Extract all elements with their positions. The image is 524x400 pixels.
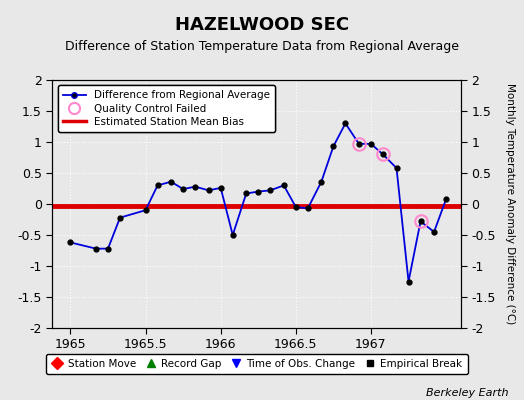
Difference from Regional Average — [443, 197, 449, 202]
Quality Control Failed — [418, 219, 424, 224]
Difference from Regional Average — [293, 205, 299, 210]
Text: HAZELWOOD SEC: HAZELWOOD SEC — [175, 16, 349, 34]
Difference from Regional Average — [394, 166, 400, 170]
Text: Berkeley Earth: Berkeley Earth — [426, 388, 508, 398]
Difference from Regional Average — [168, 179, 174, 184]
Difference from Regional Average — [418, 219, 424, 224]
Difference from Regional Average — [217, 186, 224, 190]
Difference from Regional Average — [406, 279, 412, 284]
Difference from Regional Average — [342, 121, 348, 126]
Quality Control Failed — [380, 152, 386, 157]
Difference from Regional Average — [330, 144, 336, 149]
Difference from Regional Average — [368, 142, 374, 146]
Difference from Regional Average — [155, 183, 161, 188]
Difference from Regional Average — [230, 232, 236, 237]
Text: Difference of Station Temperature Data from Regional Average: Difference of Station Temperature Data f… — [65, 40, 459, 53]
Y-axis label: Monthly Temperature Anomaly Difference (°C): Monthly Temperature Anomaly Difference (… — [506, 83, 516, 325]
Difference from Regional Average — [255, 189, 261, 194]
Difference from Regional Average — [143, 208, 149, 213]
Difference from Regional Average — [180, 187, 186, 192]
Difference from Regional Average — [267, 188, 274, 193]
Difference from Regional Average — [205, 188, 212, 193]
Line: Difference from Regional Average: Difference from Regional Average — [68, 121, 449, 284]
Difference from Regional Average — [67, 240, 73, 245]
Difference from Regional Average — [281, 183, 287, 188]
Difference from Regional Average — [192, 184, 198, 189]
Difference from Regional Average — [356, 142, 362, 146]
Difference from Regional Average — [431, 230, 437, 234]
Legend: Station Move, Record Gap, Time of Obs. Change, Empirical Break: Station Move, Record Gap, Time of Obs. C… — [46, 354, 468, 374]
Difference from Regional Average — [117, 215, 123, 220]
Line: Quality Control Failed: Quality Control Failed — [353, 138, 427, 228]
Difference from Regional Average — [318, 179, 324, 184]
Difference from Regional Average — [380, 152, 386, 157]
Difference from Regional Average — [305, 206, 311, 211]
Quality Control Failed — [356, 142, 362, 146]
Difference from Regional Average — [93, 246, 99, 251]
Difference from Regional Average — [243, 191, 249, 196]
Difference from Regional Average — [105, 246, 111, 251]
Legend: Difference from Regional Average, Quality Control Failed, Estimated Station Mean: Difference from Regional Average, Qualit… — [58, 85, 275, 132]
